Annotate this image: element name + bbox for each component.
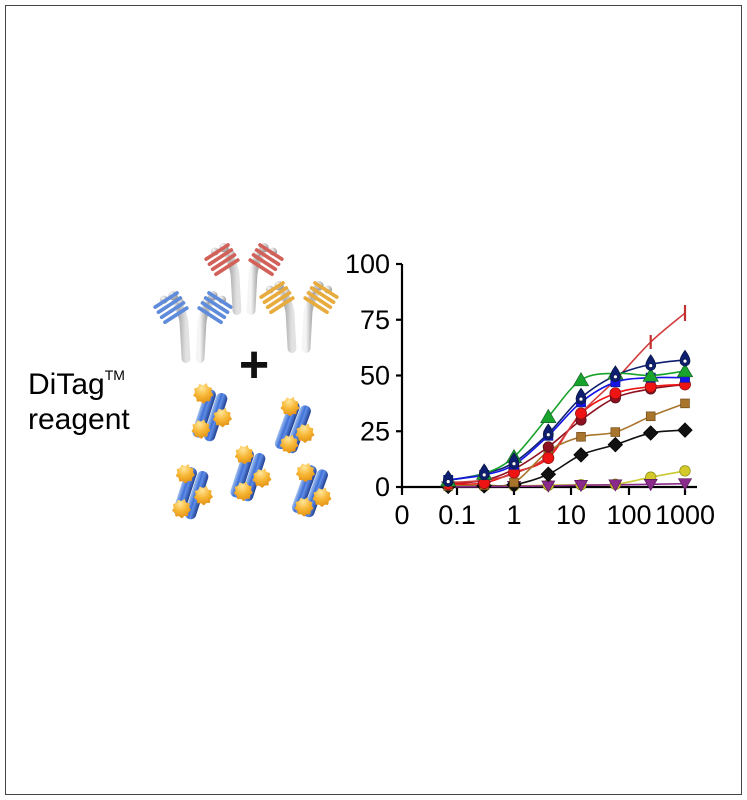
svg-text:25: 25: [360, 416, 390, 446]
svg-text:75: 75: [360, 305, 390, 335]
svg-text:50: 50: [360, 361, 390, 391]
svg-text:1000: 1000: [655, 500, 715, 530]
svg-text:0.1: 0.1: [438, 500, 476, 530]
svg-text:10: 10: [556, 500, 586, 530]
svg-text:1: 1: [506, 500, 521, 530]
svg-text:0: 0: [375, 472, 390, 502]
svg-text:+: +: [239, 336, 269, 394]
svg-text:0: 0: [394, 500, 409, 530]
svg-text:100: 100: [606, 500, 651, 530]
svg-text:100: 100: [345, 249, 390, 279]
